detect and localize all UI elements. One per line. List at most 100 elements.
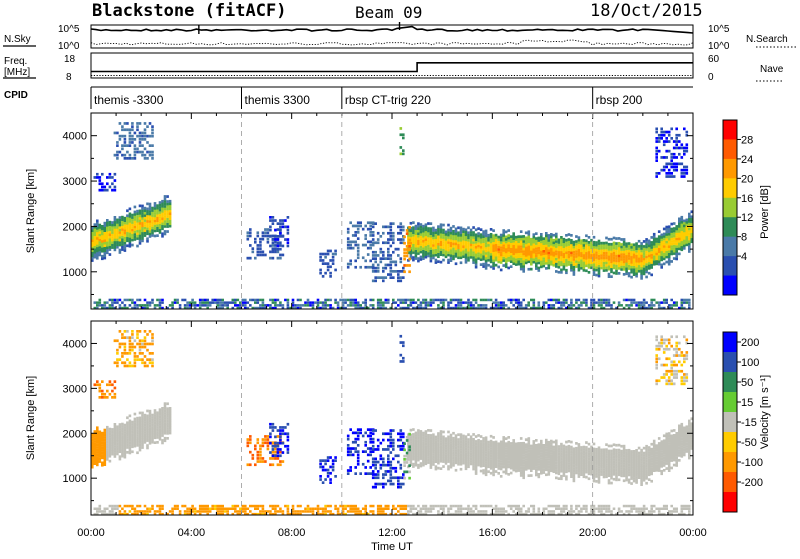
power-cell [259, 244, 262, 247]
velocity-cell [583, 453, 586, 456]
velocity-cell [628, 459, 631, 462]
velocity-cell [472, 448, 475, 451]
velocity-cell [430, 459, 433, 462]
power-cell [640, 255, 643, 258]
power-cell [111, 304, 114, 307]
power-cell [447, 224, 450, 227]
velocity-cell [124, 456, 127, 459]
power-cell [216, 299, 219, 302]
power-cell [686, 143, 689, 146]
power-cell [380, 304, 383, 307]
velocity-cell [482, 440, 485, 443]
power-cell [274, 235, 277, 238]
velocity-cell [126, 444, 129, 447]
velocity-cell [648, 473, 651, 476]
power-cell [144, 229, 147, 232]
velocity-cell [440, 457, 443, 460]
power-cell [558, 241, 561, 244]
power-cell [578, 269, 581, 272]
power-cell [322, 262, 325, 265]
velocity-cell [623, 447, 626, 450]
power-cell [573, 256, 576, 259]
power-cell [131, 301, 134, 304]
power-cell [653, 263, 656, 266]
power-cell [603, 299, 606, 302]
power-cell [96, 242, 99, 245]
velocity-cell [475, 460, 478, 463]
power-cell [447, 246, 450, 249]
power-cell [151, 232, 154, 235]
velocity-cell [495, 458, 498, 461]
power-cell [257, 231, 260, 234]
power-cell [550, 245, 553, 248]
velocity-cell [442, 445, 445, 448]
power-cell [129, 225, 132, 228]
velocity-cell [116, 443, 119, 446]
power-cell [600, 262, 603, 265]
power-cell [415, 230, 418, 233]
power-cell [670, 304, 673, 307]
velocity-cell [136, 432, 139, 435]
power-cell [116, 141, 119, 144]
velocity-cell [472, 445, 475, 448]
power-cell [462, 253, 465, 256]
power-cell [141, 217, 144, 220]
power-cell [603, 262, 606, 265]
power-cell [578, 244, 581, 247]
velocity-cell [136, 417, 139, 420]
power-cell [154, 207, 157, 210]
velocity-cell [533, 450, 536, 453]
velocity-cell [442, 431, 445, 434]
velocity-cell [575, 457, 578, 460]
power-cell [480, 233, 483, 236]
velocity-cell [548, 453, 551, 456]
power-cell [144, 212, 147, 215]
velocity-cell [635, 471, 638, 474]
power-cell [550, 253, 553, 256]
power-cell [600, 249, 603, 252]
power-cell [653, 255, 656, 258]
power-cell [497, 258, 500, 261]
velocity-cell [528, 447, 531, 450]
velocity-cell [450, 453, 453, 456]
velocity-cell [490, 465, 493, 468]
power-cell [403, 236, 406, 239]
velocity-cell [417, 456, 420, 459]
velocity-cell [460, 461, 463, 464]
velocity-cell [492, 441, 495, 444]
power-cell [432, 252, 435, 255]
power-cell [369, 228, 372, 231]
power-cell [665, 166, 668, 169]
power-cell [279, 254, 282, 257]
velocity-cell [512, 456, 515, 459]
velocity-cell [615, 461, 618, 464]
velocity-cell [447, 441, 450, 444]
power-cell [462, 238, 465, 241]
velocity-cell [116, 425, 119, 428]
power-cell [149, 210, 152, 213]
velocity-cell [600, 451, 603, 454]
velocity-cell [485, 449, 488, 452]
velocity-cell [638, 459, 641, 462]
power-cell [475, 263, 478, 266]
power-cell [668, 243, 671, 246]
power-cell [400, 276, 403, 279]
velocity-cell [620, 462, 623, 465]
power-cell [515, 299, 518, 302]
power-cell [385, 301, 388, 304]
power-cell [390, 226, 393, 229]
power-cell [94, 233, 97, 236]
velocity-cell [540, 455, 543, 458]
power-cell [633, 261, 636, 264]
power-cell [119, 224, 122, 227]
power-cell [169, 222, 172, 225]
power-cell [412, 244, 415, 247]
power-cell [480, 299, 483, 302]
power-cell [415, 247, 418, 250]
power-cell [598, 270, 601, 273]
velocity-cell [151, 416, 154, 419]
velocity-cell [522, 447, 525, 450]
power-cell [497, 243, 500, 246]
velocity-cell [497, 455, 500, 458]
velocity-cell [618, 464, 621, 467]
